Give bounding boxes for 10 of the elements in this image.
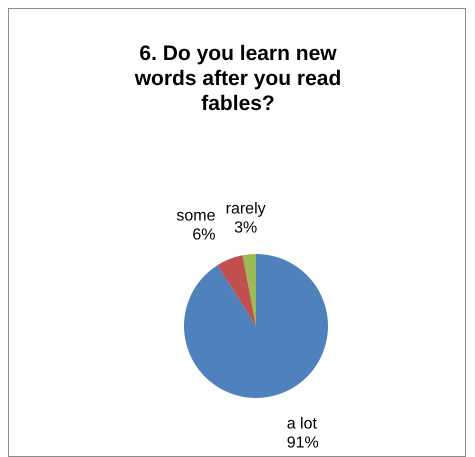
pie-slice <box>242 254 256 326</box>
pie-slice <box>184 254 328 398</box>
data-label: 91% <box>286 434 319 452</box>
chart-title: 6. Do you learn new words after you read fables? <box>134 41 342 116</box>
data-label: 6% <box>192 226 216 244</box>
data-label: 3% <box>234 219 258 236</box>
slice-label: a lot <box>286 415 318 432</box>
pie-slice <box>217 255 256 326</box>
slice-label: rarely <box>226 200 266 218</box>
slice-label: some <box>176 208 216 225</box>
